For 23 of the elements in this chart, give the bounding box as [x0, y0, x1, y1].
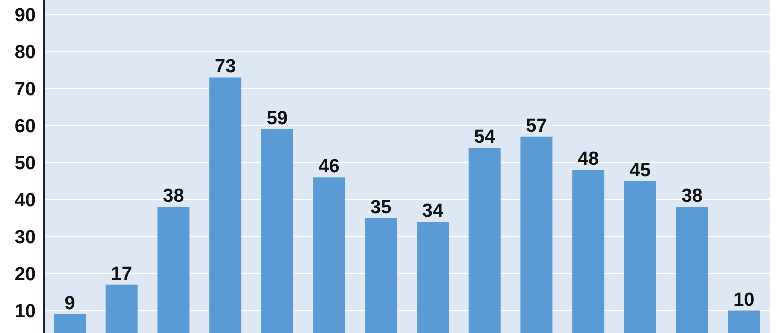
data-label: 35 [370, 197, 392, 218]
data-label: 38 [163, 186, 184, 208]
y-tick-label: 80 [14, 42, 36, 64]
data-label: 59 [266, 108, 288, 130]
data-label: 48 [578, 149, 600, 170]
data-label: 46 [318, 156, 340, 178]
data-label: 34 [422, 201, 444, 222]
data-label: 54 [474, 127, 496, 148]
y-tick-label: 60 [14, 116, 36, 138]
y-tick-label: 10 [14, 302, 36, 323]
y-tick-label: 90 [14, 6, 36, 27]
data-label: 73 [215, 56, 236, 78]
y-tick-label: 40 [14, 190, 36, 212]
y-tick-label: 50 [14, 154, 36, 175]
data-label: 10 [734, 290, 755, 311]
y-tick-label: 30 [14, 228, 36, 249]
data-label: 38 [682, 186, 703, 208]
data-label: 9 [64, 294, 76, 314]
data-label: 45 [630, 160, 652, 182]
y-tick-label: 20 [14, 264, 36, 286]
data-label: 17 [111, 264, 132, 285]
data-label: 57 [526, 116, 548, 137]
y-tick-label: 70 [14, 80, 36, 101]
